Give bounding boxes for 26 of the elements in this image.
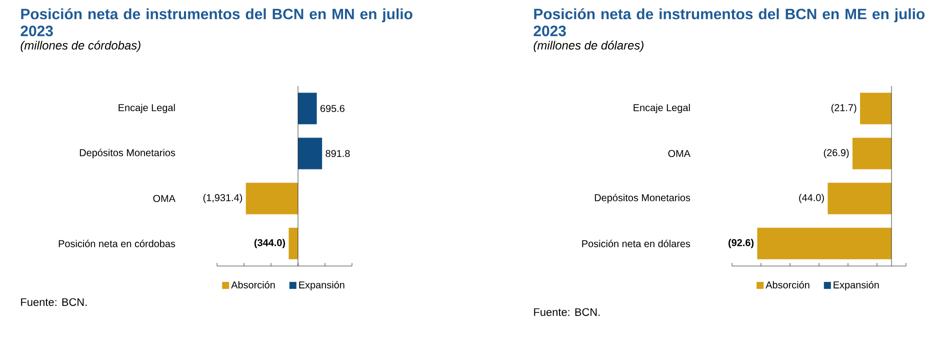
y-tick-label: Encaje Legal: [118, 104, 175, 114]
chart-title: Posición neta de instrumentos del BCN en ME en julio 2023: [534, 8, 925, 36]
y-tick-label: Encaje Legal: [634, 104, 690, 114]
y-tick-label: OMA: [668, 150, 690, 158]
source-note: Fuente: BCN.: [21, 298, 87, 306]
data-label: 695.6: [320, 104, 344, 112]
legend-label: Expansión: [299, 280, 344, 290]
text: (millones de córdobas): [20, 40, 140, 52]
y-tick-label: Depósitos Monetarios: [594, 194, 690, 204]
legend-label: Expansión: [834, 280, 879, 290]
data-label: (26.9): [824, 148, 849, 158]
chart-title: Posición neta de instrumentos del BCN en MN en julio 2023: [20, 8, 412, 36]
text: (millones de dólares): [534, 40, 644, 52]
data-label: (21.7): [831, 104, 856, 114]
data-label: 891.8: [326, 150, 350, 158]
data-label: (44.0): [799, 194, 824, 204]
data-label: (344.0): [254, 238, 286, 248]
y-tick-label: Depósitos Monetarios: [80, 148, 176, 158]
y-tick-label: Posición neta en córdobas: [58, 240, 176, 248]
y-tick-label: Posición neta en dólares: [582, 240, 690, 248]
legend-label: Absorción: [231, 280, 275, 288]
data-label: (1,931.4): [203, 194, 242, 204]
source-note: Fuente: BCN.: [534, 308, 600, 316]
legend-label: Absorción: [766, 280, 810, 288]
y-tick-label: OMA: [153, 194, 176, 202]
data-label: (92.6): [728, 238, 754, 248]
